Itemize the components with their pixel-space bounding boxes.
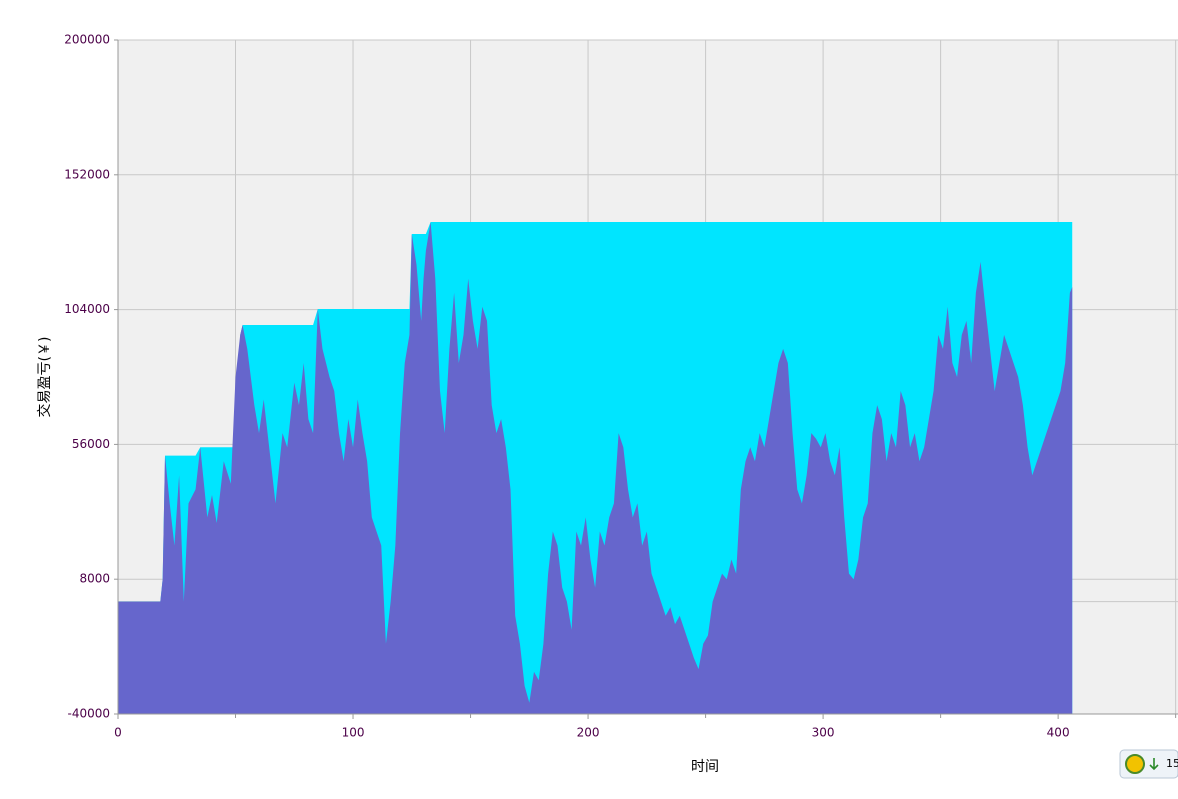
x-tick-label: 0 [114, 726, 122, 740]
area-series [118, 221, 1073, 715]
y-tick-label: 8000 [79, 572, 110, 586]
x-axis-title: 时间 [691, 759, 719, 775]
badge-arrow [1149, 758, 1159, 771]
x-tick-label: 200 [577, 726, 600, 740]
y-axis-title: 交易盈亏(￥) [36, 337, 53, 418]
x-tick-label: 100 [342, 726, 365, 740]
y-tick-label: 56000 [72, 437, 110, 451]
badge-icon [1125, 754, 1145, 774]
badge-text: 15 [1166, 757, 1178, 770]
status-badge[interactable]: 15 [1119, 749, 1178, 779]
y-tick-label: -40000 [67, 707, 110, 721]
y-tick-label: 200000 [64, 33, 110, 47]
x-tick-label: 400 [1047, 726, 1070, 740]
y-tick-label: 104000 [64, 302, 110, 316]
x-tick-label: 300 [812, 726, 835, 740]
y-tick-label: 152000 [64, 167, 110, 181]
